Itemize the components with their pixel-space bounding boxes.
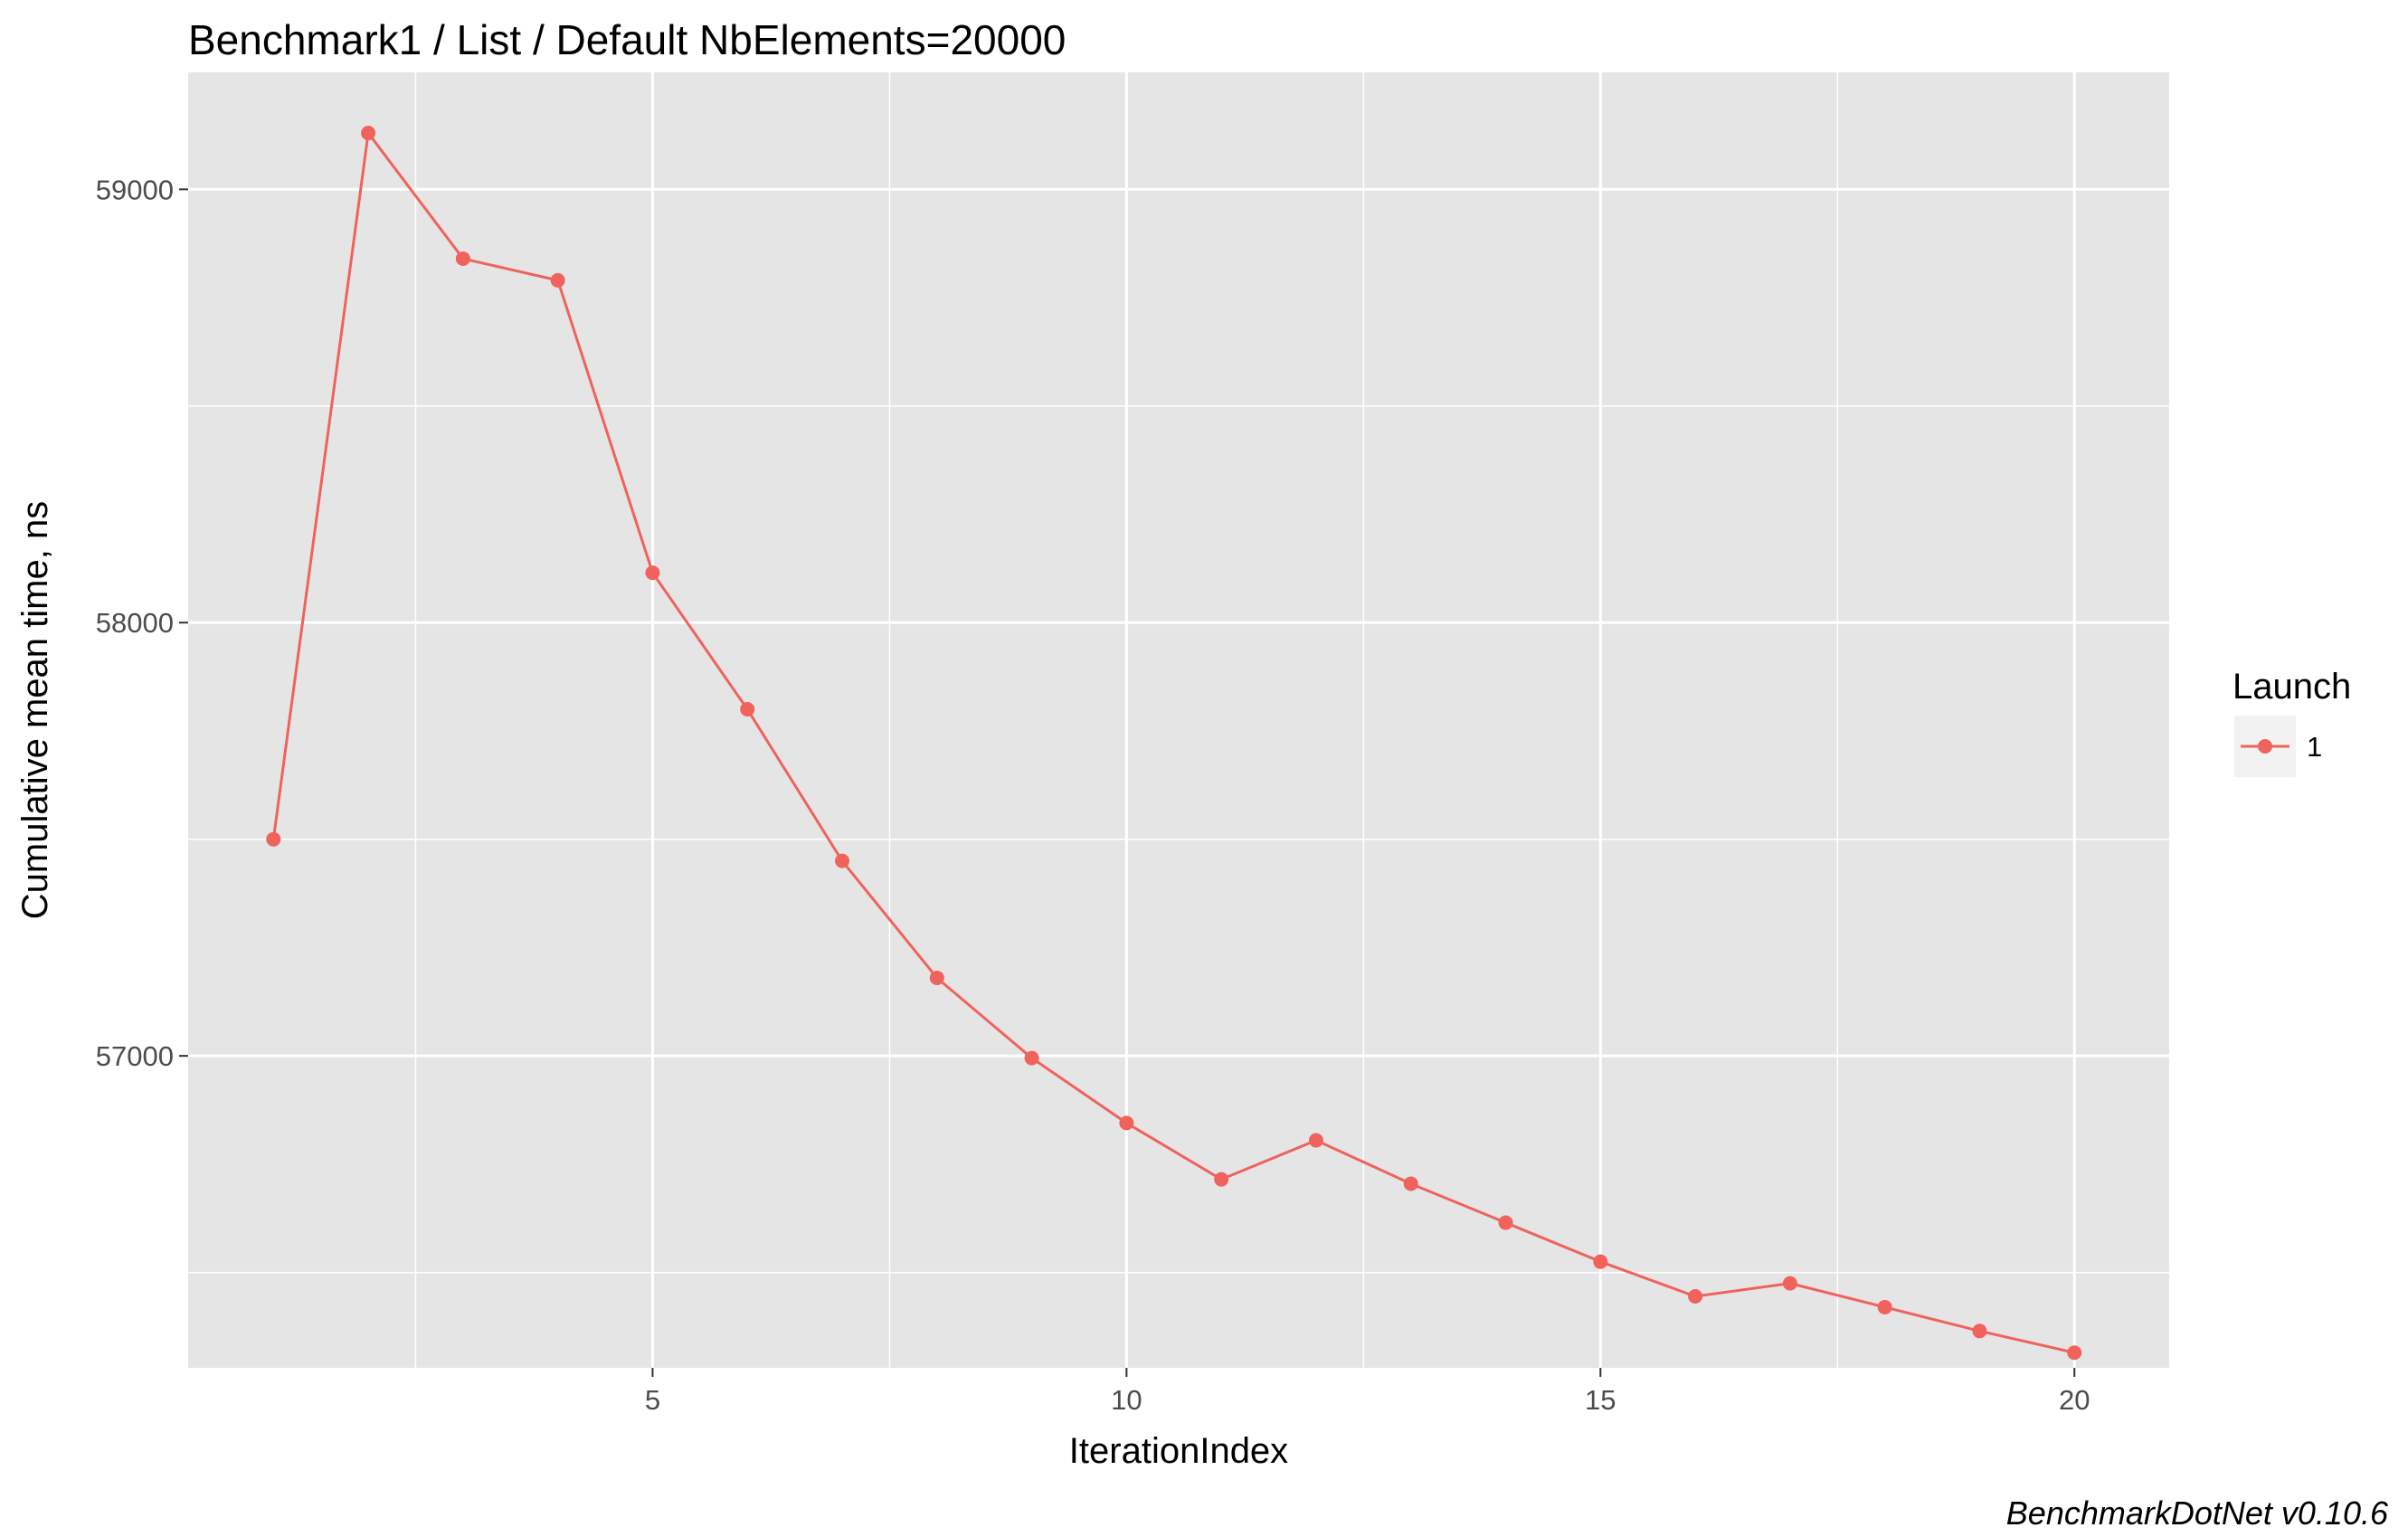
y-axis-title: Cumulative mean time, ns	[15, 501, 55, 919]
y-tick-label: 57000	[96, 1040, 174, 1072]
y-tick-label: 58000	[96, 607, 174, 639]
series-line	[271, 131, 2075, 1354]
x-tick-label: 10	[1111, 1384, 1142, 1416]
data-point	[455, 251, 470, 266]
legend-key-marker	[2258, 739, 2272, 754]
y-axis: 57000 58000 59000	[96, 174, 188, 1072]
data-point	[550, 272, 565, 288]
data-point	[929, 970, 944, 985]
x-tick-label: 15	[1585, 1384, 1616, 1416]
legend: Launch 1	[2233, 667, 2351, 777]
data-point	[361, 126, 376, 141]
series-layer	[266, 126, 2082, 1361]
data-point	[1214, 1172, 1229, 1187]
data-point	[1593, 1254, 1608, 1269]
data-point	[1877, 1299, 1892, 1314]
grid-minor	[188, 72, 2169, 1368]
grid-major	[188, 72, 2169, 1368]
x-axis: 5 10 15 20	[645, 1368, 2090, 1416]
legend-entry-label: 1	[2307, 731, 2322, 763]
data-point	[2067, 1345, 2082, 1361]
data-point	[1498, 1215, 1513, 1230]
data-point	[1119, 1115, 1134, 1131]
legend-title: Launch	[2233, 667, 2351, 707]
data-point	[266, 831, 281, 847]
plot-panel	[188, 72, 2169, 1368]
data-point	[645, 565, 660, 581]
data-point	[1403, 1176, 1418, 1191]
x-tick-label: 5	[645, 1384, 660, 1416]
data-point	[1308, 1133, 1323, 1148]
data-point	[1972, 1324, 1987, 1339]
x-axis-title: IterationIndex	[1069, 1431, 1288, 1471]
x-tick-label: 20	[2059, 1384, 2090, 1416]
y-tick-label: 59000	[96, 174, 174, 205]
data-point	[1782, 1276, 1797, 1291]
chart-title: Benchmark1 / List / Default NbElements=2…	[188, 16, 1066, 63]
data-point	[835, 853, 850, 868]
data-point	[1688, 1288, 1703, 1304]
data-point	[740, 702, 755, 717]
chart-caption: BenchmarkDotNet v0.10.6	[2006, 1494, 2389, 1532]
data-point	[1024, 1050, 1039, 1066]
